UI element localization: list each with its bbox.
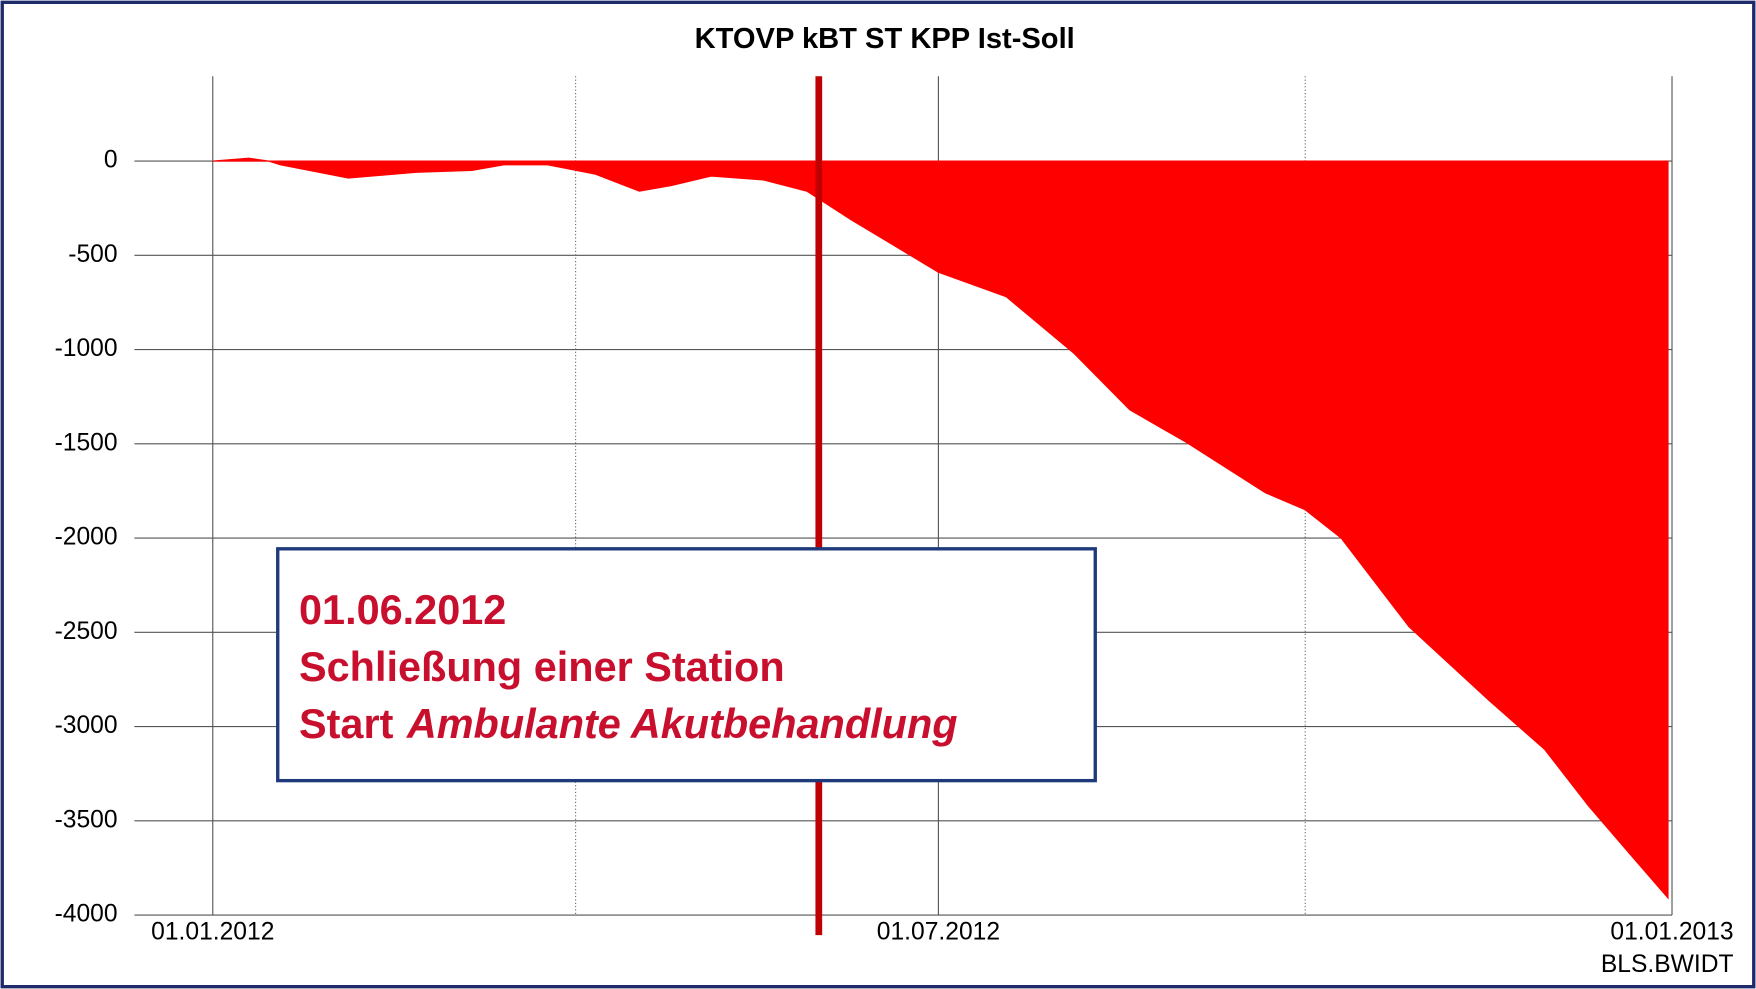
x-tick-label: 01.01.2013 (1610, 918, 1733, 945)
chart-title: KTOVP kBT ST KPP Ist-Soll (695, 23, 1075, 55)
annotation-line: Schließung einer Station (299, 643, 785, 690)
annotation-box (276, 547, 1097, 783)
annotation-text: Ambulante Akutbehandlung (406, 700, 958, 747)
x-tick-label: 01.07.2012 (877, 918, 1000, 945)
annotation-text: Start (299, 700, 394, 747)
y-tick-label: -3500 (55, 806, 118, 833)
y-tick-label: -4000 (55, 901, 118, 928)
y-tick-label: -3000 (55, 712, 118, 739)
y-tick-label: -2500 (55, 618, 118, 645)
annotation-line: Start Ambulante Akutbehandlung (299, 700, 958, 747)
x-tick-label: 01.01.2012 (151, 918, 274, 945)
y-tick-label: -1000 (55, 335, 118, 362)
y-tick-label: -2000 (55, 524, 118, 551)
annotation-line: 01.06.2012 (299, 586, 506, 633)
y-tick-label: 0 (104, 147, 118, 174)
y-tick-label: -500 (68, 241, 117, 268)
y-tick-label: -1500 (55, 429, 118, 456)
annotation: 01.06.2012 Schließung einer Station Star… (276, 547, 1097, 783)
area (212, 157, 1669, 900)
source-label: BLS.BWIDT (1601, 951, 1734, 978)
